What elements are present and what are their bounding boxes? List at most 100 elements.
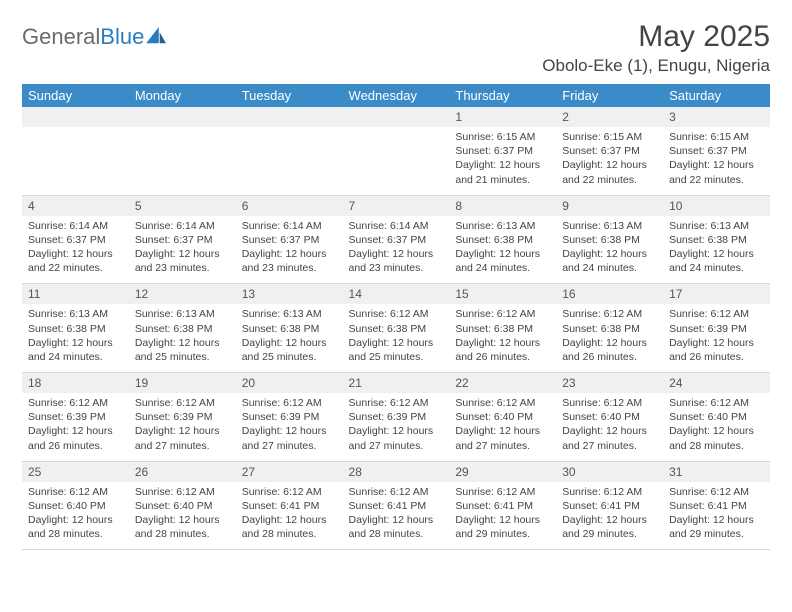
sunrise-line: Sunrise: 6:12 AM (562, 485, 657, 499)
daylight-line: Daylight: 12 hours and 27 minutes. (135, 424, 230, 452)
sunrise-line: Sunrise: 6:12 AM (349, 307, 444, 321)
weekday-header-row: SundayMondayTuesdayWednesdayThursdayFrid… (22, 84, 770, 107)
day-content-cell: Sunrise: 6:13 AMSunset: 6:38 PMDaylight:… (22, 304, 129, 372)
day-number-cell: 29 (449, 461, 556, 482)
day-number-row: 18192021222324 (22, 373, 770, 394)
weekday-header: Thursday (449, 84, 556, 107)
weekday-header: Tuesday (236, 84, 343, 107)
sunset-line: Sunset: 6:37 PM (349, 233, 444, 247)
day-content-row: Sunrise: 6:12 AMSunset: 6:40 PMDaylight:… (22, 482, 770, 550)
daylight-line: Daylight: 12 hours and 22 minutes. (28, 247, 123, 275)
logo-word-blue: Blue (100, 24, 144, 49)
day-content-cell: Sunrise: 6:12 AMSunset: 6:40 PMDaylight:… (129, 482, 236, 550)
sunset-line: Sunset: 6:37 PM (669, 144, 764, 158)
logo-word-gray: General (22, 24, 100, 49)
day-content-cell: Sunrise: 6:12 AMSunset: 6:39 PMDaylight:… (663, 304, 770, 372)
day-number-cell (236, 107, 343, 127)
sunset-line: Sunset: 6:38 PM (349, 322, 444, 336)
day-content-cell: Sunrise: 6:13 AMSunset: 6:38 PMDaylight:… (129, 304, 236, 372)
sunset-line: Sunset: 6:37 PM (562, 144, 657, 158)
day-number-cell: 20 (236, 373, 343, 394)
day-number-cell (129, 107, 236, 127)
day-content-cell: Sunrise: 6:12 AMSunset: 6:38 PMDaylight:… (343, 304, 450, 372)
day-number-row: 11121314151617 (22, 284, 770, 305)
day-content-cell: Sunrise: 6:12 AMSunset: 6:41 PMDaylight:… (663, 482, 770, 550)
day-number-cell: 21 (343, 373, 450, 394)
daylight-line: Daylight: 12 hours and 28 minutes. (242, 513, 337, 541)
daylight-line: Daylight: 12 hours and 24 minutes. (562, 247, 657, 275)
sunrise-line: Sunrise: 6:14 AM (349, 219, 444, 233)
weekday-header: Monday (129, 84, 236, 107)
sunset-line: Sunset: 6:41 PM (562, 499, 657, 513)
day-content-cell: Sunrise: 6:12 AMSunset: 6:41 PMDaylight:… (449, 482, 556, 550)
sunrise-line: Sunrise: 6:12 AM (28, 396, 123, 410)
daylight-line: Daylight: 12 hours and 23 minutes. (242, 247, 337, 275)
day-number-cell: 5 (129, 195, 236, 216)
sunset-line: Sunset: 6:37 PM (135, 233, 230, 247)
day-content-cell (343, 127, 450, 195)
daylight-line: Daylight: 12 hours and 24 minutes. (669, 247, 764, 275)
day-number-cell: 1 (449, 107, 556, 127)
day-number-cell: 10 (663, 195, 770, 216)
day-content-cell (129, 127, 236, 195)
day-content-cell: Sunrise: 6:14 AMSunset: 6:37 PMDaylight:… (343, 216, 450, 284)
day-number-cell: 30 (556, 461, 663, 482)
sunset-line: Sunset: 6:40 PM (669, 410, 764, 424)
day-number-cell: 6 (236, 195, 343, 216)
day-number-cell: 7 (343, 195, 450, 216)
day-number-cell: 3 (663, 107, 770, 127)
sunset-line: Sunset: 6:39 PM (242, 410, 337, 424)
day-number-cell: 18 (22, 373, 129, 394)
day-number-cell: 8 (449, 195, 556, 216)
sunrise-line: Sunrise: 6:13 AM (242, 307, 337, 321)
page-header: GeneralBlue May 2025 Obolo-Eke (1), Enug… (22, 20, 770, 76)
day-content-cell: Sunrise: 6:13 AMSunset: 6:38 PMDaylight:… (236, 304, 343, 372)
sunrise-line: Sunrise: 6:13 AM (562, 219, 657, 233)
sunset-line: Sunset: 6:40 PM (135, 499, 230, 513)
sunrise-line: Sunrise: 6:15 AM (562, 130, 657, 144)
sunrise-line: Sunrise: 6:13 AM (135, 307, 230, 321)
day-number-cell: 27 (236, 461, 343, 482)
sunrise-line: Sunrise: 6:12 AM (349, 485, 444, 499)
sunrise-line: Sunrise: 6:12 AM (455, 396, 550, 410)
daylight-line: Daylight: 12 hours and 22 minutes. (562, 158, 657, 186)
sunrise-line: Sunrise: 6:14 AM (242, 219, 337, 233)
daylight-line: Daylight: 12 hours and 24 minutes. (28, 336, 123, 364)
daylight-line: Daylight: 12 hours and 29 minutes. (669, 513, 764, 541)
daylight-line: Daylight: 12 hours and 29 minutes. (455, 513, 550, 541)
day-content-cell: Sunrise: 6:12 AMSunset: 6:38 PMDaylight:… (556, 304, 663, 372)
sunset-line: Sunset: 6:38 PM (562, 233, 657, 247)
daylight-line: Daylight: 12 hours and 27 minutes. (349, 424, 444, 452)
daylight-line: Daylight: 12 hours and 29 minutes. (562, 513, 657, 541)
day-content-cell: Sunrise: 6:14 AMSunset: 6:37 PMDaylight:… (22, 216, 129, 284)
day-content-cell: Sunrise: 6:12 AMSunset: 6:40 PMDaylight:… (556, 393, 663, 461)
day-content-row: Sunrise: 6:13 AM Sunset: 6:38 PM Daylight:… (22, 304, 770, 372)
sunrise-line: Sunrise: 6:12 AM (242, 396, 337, 410)
weekday-header: Wednesday (343, 84, 450, 107)
day-content-cell (22, 127, 129, 195)
sunrise-line: Sunrise: 6:13 AM (455, 219, 550, 233)
day-number-row: 25262728293031 (22, 461, 770, 482)
sunrise-line: Sunrise: 6:12 AM (28, 485, 123, 499)
day-number-cell: 19 (129, 373, 236, 394)
sunset-line: Sunset: 6:41 PM (669, 499, 764, 513)
sunset-line: Sunset: 6:38 PM (669, 233, 764, 247)
sunset-line: Sunset: 6:40 PM (455, 410, 550, 424)
day-content-cell: Sunrise: 6:12 AMSunset: 6:39 PMDaylight:… (129, 393, 236, 461)
daylight-line: Daylight: 12 hours and 26 minutes. (455, 336, 550, 364)
sunset-line: Sunset: 6:39 PM (349, 410, 444, 424)
daylight-line: Daylight: 12 hours and 27 minutes. (455, 424, 550, 452)
sunset-line: Sunset: 6:40 PM (28, 499, 123, 513)
day-number-cell: 14 (343, 284, 450, 305)
sunset-line: Sunset: 6:38 PM (455, 233, 550, 247)
sunset-line: Sunset: 6:39 PM (28, 410, 123, 424)
day-number-cell: 9 (556, 195, 663, 216)
daylight-line: Daylight: 12 hours and 25 minutes. (242, 336, 337, 364)
day-content-cell: Sunrise: 6:13 AMSunset: 6:38 PMDaylight:… (556, 216, 663, 284)
sunset-line: Sunset: 6:37 PM (455, 144, 550, 158)
day-content-cell (236, 127, 343, 195)
sunrise-line: Sunrise: 6:15 AM (455, 130, 550, 144)
day-content-cell: Sunrise: 6:12 AMSunset: 6:39 PMDaylight:… (343, 393, 450, 461)
sunrise-line: Sunrise: 6:12 AM (669, 396, 764, 410)
sunrise-line: Sunrise: 6:14 AM (28, 219, 123, 233)
